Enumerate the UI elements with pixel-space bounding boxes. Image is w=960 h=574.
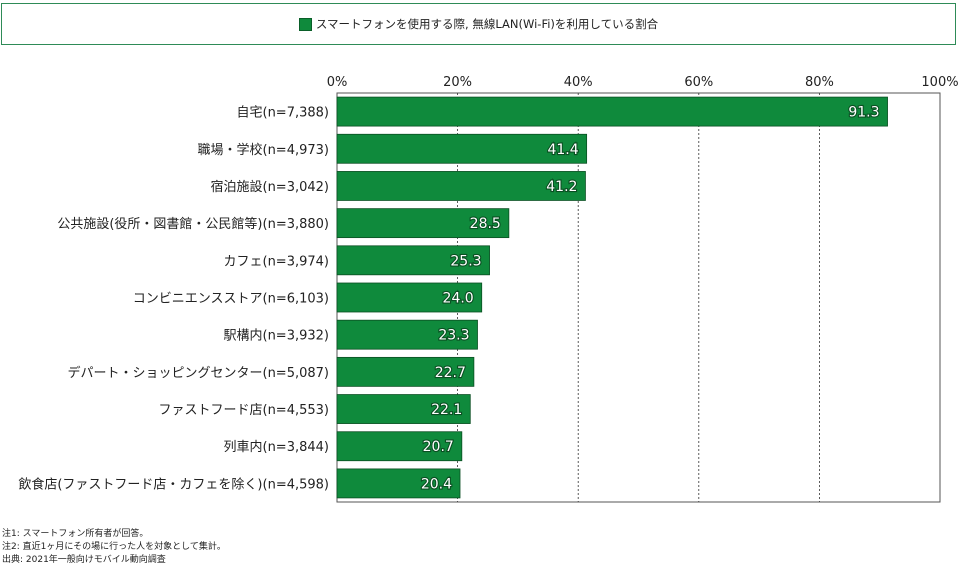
note-1: 注1: スマートフォン所有者が回答。 — [2, 529, 149, 539]
x-tick-label: 100% — [921, 75, 958, 90]
category-label: 職場・学校(n=4,973) — [198, 142, 330, 158]
legend-label: スマートフォンを使用する際, 無線LAN(Wi-Fi)を利用している割合 — [315, 17, 659, 31]
source-note: 出典: 2021年一般向けモバイル動向調査 — [2, 555, 166, 565]
legend-swatch — [298, 17, 312, 31]
bar-value-label: 28.5 — [470, 216, 501, 232]
notes: 注1: スマートフォン所有者が回答。 注2: 直近1ヶ月にその場に行った人を対象… — [2, 528, 226, 567]
bar-value-label: 22.7 — [435, 365, 466, 381]
bar — [336, 282, 483, 313]
x-tick-label: 20% — [443, 75, 472, 90]
bar — [336, 394, 471, 424]
bar-value-label: 20.4 — [421, 476, 452, 492]
category-label: デパート・ショッピングセンター(n=5,087) — [68, 365, 330, 381]
bar — [336, 468, 461, 499]
category-label: ファストフード店(n=4,553) — [159, 403, 330, 418]
category-label: コンビニエンスストア(n=6,103) — [133, 292, 329, 307]
category-label: 公共施設(役所・図書館・公民館等)(n=3,880) — [57, 216, 329, 232]
x-tick-label: 0% — [327, 75, 348, 90]
bar-value-label: 22.1 — [431, 402, 462, 418]
category-label: 飲食店(ファストフード店・カフェを除く)(n=4,598) — [18, 476, 329, 492]
category-label: 自宅(n=7,388) — [237, 106, 330, 121]
bar-value-label: 23.3 — [438, 328, 469, 344]
bar — [336, 356, 475, 387]
x-tick-label: 40% — [564, 75, 593, 90]
bar-value-label: 41.2 — [546, 179, 577, 195]
bar-value-label: 41.4 — [547, 142, 578, 158]
bar-value-label: 20.7 — [423, 439, 454, 455]
category-label: カフェ(n=3,974) — [224, 254, 330, 269]
x-tick-label: 60% — [684, 75, 713, 90]
category-label: 列車内(n=3,844) — [224, 439, 330, 455]
bar — [336, 171, 586, 201]
note-2: 注2: 直近1ヶ月にその場に行った人を対象として集計。 — [2, 542, 226, 552]
category-label: 宿泊施設(n=3,042) — [211, 179, 330, 195]
legend: スマートフォンを使用する際, 無線LAN(Wi-Fi)を利用している割合 — [1, 3, 956, 45]
bar — [336, 319, 478, 350]
bar — [336, 96, 888, 127]
x-tick-label: 80% — [805, 75, 834, 90]
bar-value-label: 91.3 — [848, 105, 879, 121]
bar — [336, 431, 463, 462]
bar-value-label: 25.3 — [450, 253, 481, 269]
bar — [336, 245, 490, 276]
category-label: 駅構内(n=3,932) — [224, 328, 330, 344]
bar — [336, 208, 510, 239]
bar — [336, 133, 588, 164]
bar-value-label: 24.0 — [443, 291, 474, 307]
